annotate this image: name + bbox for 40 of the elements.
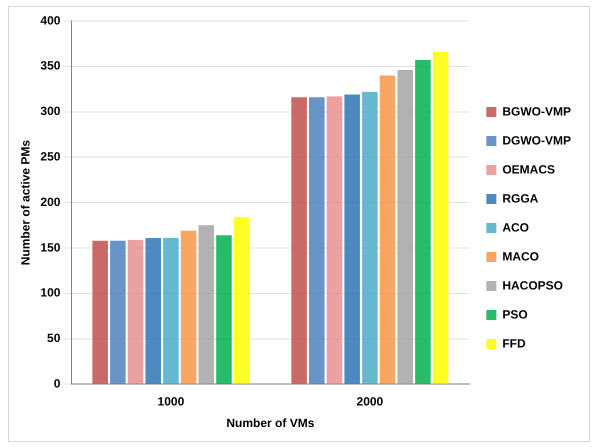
bar bbox=[163, 238, 179, 384]
bar bbox=[397, 70, 414, 384]
y-tick-label: 50 bbox=[47, 331, 61, 346]
legend-label: BGWO-VMP bbox=[502, 104, 572, 118]
bar bbox=[344, 94, 360, 384]
y-tick-label: 350 bbox=[40, 58, 61, 73]
bar bbox=[415, 60, 431, 384]
y-tick-label: 300 bbox=[40, 104, 61, 118]
y-tick-label: 200 bbox=[40, 194, 61, 209]
bar bbox=[326, 96, 342, 384]
bar bbox=[216, 235, 232, 384]
bar bbox=[145, 238, 161, 384]
y-tick-label: 250 bbox=[40, 150, 61, 164]
legend-label: OEMACS bbox=[502, 162, 556, 176]
bar bbox=[362, 92, 378, 384]
bar bbox=[198, 225, 214, 384]
bar bbox=[92, 240, 108, 384]
legend-label: RGGA bbox=[502, 191, 539, 206]
y-tick-label: 400 bbox=[40, 13, 61, 28]
y-tick-label: 100 bbox=[40, 286, 61, 300]
bar bbox=[180, 230, 196, 384]
y-tick-label: 0 bbox=[54, 376, 61, 391]
legend-label: FFD bbox=[502, 336, 526, 350]
legend-label: PSO bbox=[502, 307, 528, 322]
legend-label: DGWO-VMP bbox=[502, 133, 572, 148]
x-tick-label: 2000 bbox=[356, 394, 384, 409]
x-axis-title: Number of VMs bbox=[226, 416, 315, 430]
y-axis-title: Number of active PMs bbox=[18, 140, 33, 266]
bar bbox=[234, 217, 250, 384]
bar bbox=[128, 240, 144, 384]
legend-label: ACO bbox=[502, 220, 530, 234]
bar bbox=[110, 240, 126, 384]
bar bbox=[432, 52, 448, 384]
bar bbox=[309, 97, 325, 384]
bar bbox=[380, 75, 396, 384]
legend-label: MACO bbox=[502, 249, 540, 264]
y-tick-label: 150 bbox=[40, 240, 61, 254]
x-tick-label: 1000 bbox=[158, 394, 185, 409]
bar bbox=[291, 97, 307, 384]
legend-label: HACOPSO bbox=[502, 278, 564, 292]
